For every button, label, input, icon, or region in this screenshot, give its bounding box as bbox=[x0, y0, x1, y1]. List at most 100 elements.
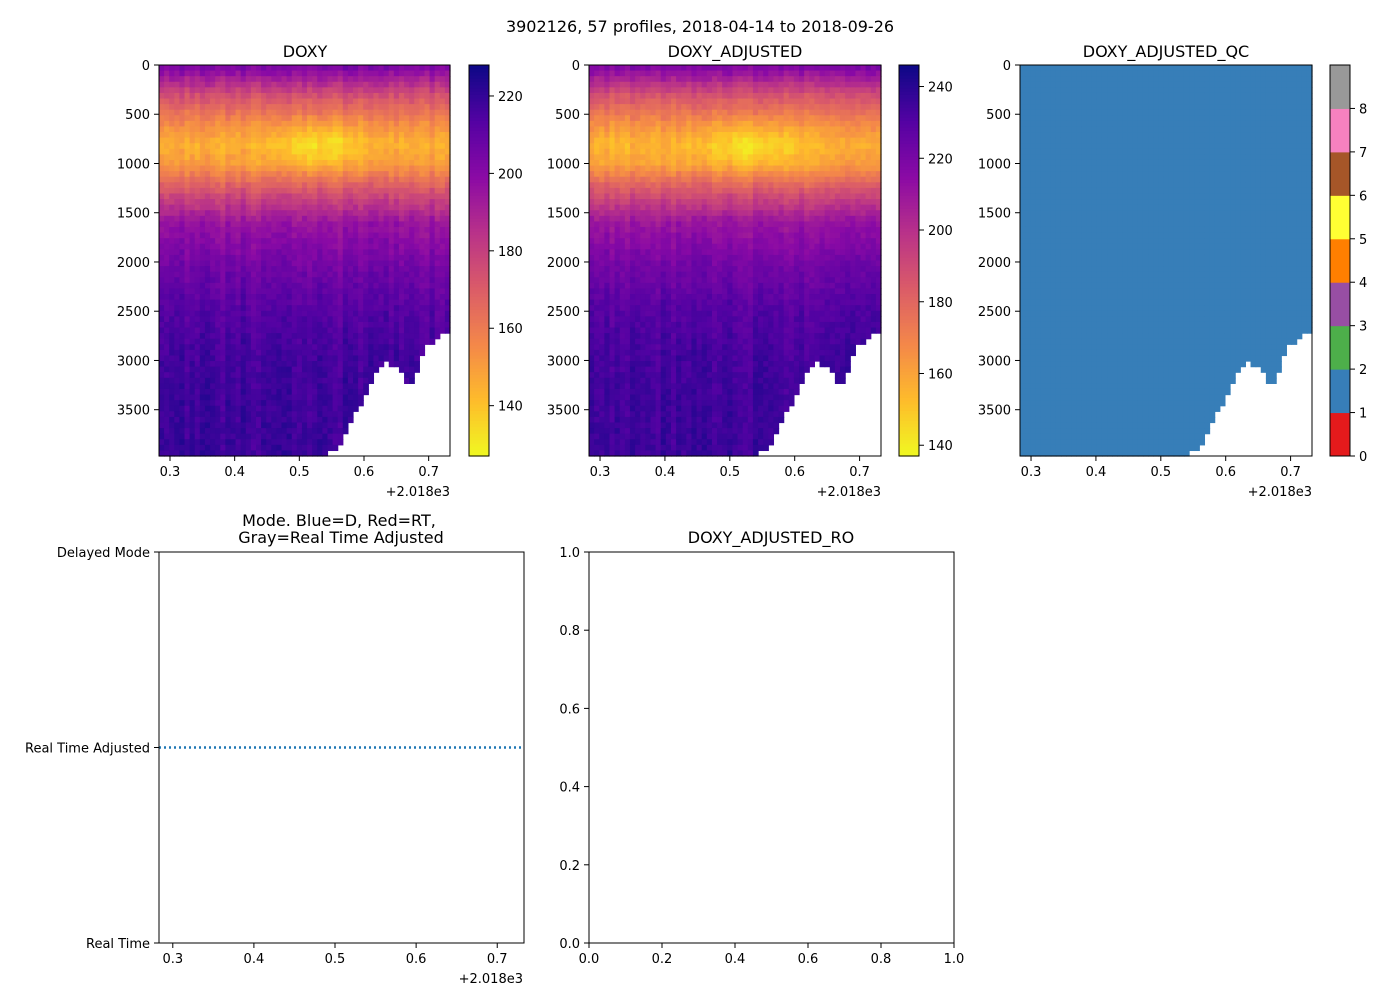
heatmap-cell bbox=[404, 154, 410, 160]
heatmap-cell bbox=[363, 328, 369, 334]
heatmap-cell bbox=[164, 255, 170, 261]
heatmap-cell bbox=[338, 389, 344, 395]
heatmap-cell bbox=[195, 300, 201, 306]
heatmap-cell bbox=[599, 249, 605, 255]
heatmap-cell bbox=[615, 132, 621, 138]
heatmap-cell bbox=[205, 272, 211, 278]
heatmap-cell bbox=[297, 355, 303, 361]
heatmap-cell bbox=[164, 149, 170, 155]
heatmap-cell bbox=[312, 227, 318, 233]
heatmap-cell bbox=[271, 87, 277, 93]
heatmap-cell bbox=[333, 149, 339, 155]
heatmap-cell bbox=[358, 121, 364, 127]
heatmap-cell bbox=[368, 328, 374, 334]
heatmap-cell bbox=[630, 367, 636, 373]
heatmap-cell bbox=[297, 104, 303, 110]
heatmap-cell bbox=[650, 288, 656, 294]
heatmap-cell bbox=[414, 305, 420, 311]
heatmap-cell bbox=[307, 406, 313, 412]
heatmap-cell bbox=[625, 266, 631, 272]
heatmap-cell bbox=[246, 367, 252, 373]
heatmap-cell bbox=[282, 422, 288, 428]
heatmap-cell bbox=[251, 149, 257, 155]
heatmap-cell bbox=[220, 411, 226, 417]
heatmap-cell bbox=[666, 378, 672, 384]
heatmap-cell bbox=[261, 316, 267, 322]
heatmap-cell bbox=[169, 99, 175, 105]
heatmap-cell bbox=[164, 76, 170, 82]
heatmap-cell bbox=[435, 171, 441, 177]
heatmap-cell bbox=[164, 344, 170, 350]
heatmap-cell bbox=[419, 249, 425, 255]
heatmap-cell bbox=[174, 221, 180, 227]
heatmap-cell bbox=[241, 272, 247, 278]
heatmap-cell bbox=[353, 216, 359, 222]
heatmap-cell bbox=[307, 244, 313, 250]
heatmap-cell bbox=[287, 160, 293, 166]
heatmap-cell bbox=[322, 171, 328, 177]
heatmap-cell bbox=[348, 82, 354, 88]
heatmap-cell bbox=[276, 434, 282, 440]
heatmap-cell bbox=[236, 249, 242, 255]
heatmap-cell bbox=[645, 389, 651, 395]
heatmap-cell bbox=[599, 389, 605, 395]
heatmap-cell bbox=[599, 406, 605, 412]
heatmap-cell bbox=[358, 383, 364, 389]
heatmap-cell bbox=[287, 188, 293, 194]
heatmap-cell bbox=[640, 361, 646, 367]
heatmap-cell bbox=[594, 138, 600, 144]
heatmap-cell bbox=[205, 372, 211, 378]
heatmap-cell bbox=[399, 182, 405, 188]
heatmap-cell bbox=[266, 344, 272, 350]
heatmap-cell bbox=[389, 82, 395, 88]
heatmap-cell bbox=[164, 171, 170, 177]
heatmap-cell bbox=[599, 411, 605, 417]
heatmap-cell bbox=[368, 367, 374, 373]
heatmap-cell bbox=[338, 149, 344, 155]
heatmap-cell bbox=[215, 238, 221, 244]
heatmap-cell bbox=[215, 143, 221, 149]
heatmap-cell bbox=[589, 400, 595, 406]
heatmap-cell bbox=[666, 266, 672, 272]
heatmap-cell bbox=[404, 126, 410, 132]
heatmap-cell bbox=[650, 355, 656, 361]
heatmap-cell bbox=[615, 400, 621, 406]
heatmap-cell bbox=[666, 205, 672, 211]
heatmap-cell bbox=[630, 288, 636, 294]
heatmap-cell bbox=[384, 339, 390, 345]
heatmap-cell bbox=[241, 65, 247, 71]
heatmap-cell bbox=[379, 344, 385, 350]
heatmap-cell bbox=[164, 132, 170, 138]
heatmap-cell bbox=[338, 383, 344, 389]
heatmap-cell bbox=[368, 71, 374, 77]
heatmap-cell bbox=[368, 244, 374, 250]
heatmap-cell bbox=[419, 188, 425, 194]
heatmap-cell bbox=[384, 99, 390, 105]
heatmap-cell bbox=[185, 182, 191, 188]
heatmap-cell bbox=[307, 104, 313, 110]
heatmap-cell bbox=[164, 417, 170, 423]
heatmap-cell bbox=[424, 210, 430, 216]
heatmap-cell bbox=[210, 149, 216, 155]
heatmap-cell bbox=[379, 177, 385, 183]
heatmap-cell bbox=[599, 372, 605, 378]
heatmap-cell bbox=[261, 406, 267, 412]
heatmap-cell bbox=[215, 132, 221, 138]
heatmap-cell bbox=[230, 266, 236, 272]
heatmap-cell bbox=[435, 166, 441, 172]
heatmap-cell bbox=[169, 395, 175, 401]
heatmap-cell bbox=[615, 283, 621, 289]
heatmap-cell bbox=[645, 115, 651, 121]
heatmap-cell bbox=[399, 132, 405, 138]
heatmap-cell bbox=[399, 210, 405, 216]
heatmap-cell bbox=[589, 255, 595, 261]
heatmap-cell bbox=[271, 439, 277, 445]
heatmap-cell bbox=[343, 255, 349, 261]
heatmap-cell bbox=[419, 99, 425, 105]
heatmap-cell bbox=[322, 411, 328, 417]
heatmap-cell bbox=[230, 171, 236, 177]
heatmap-cell bbox=[205, 361, 211, 367]
heatmap-cell bbox=[353, 149, 359, 155]
heatmap-cell bbox=[625, 93, 631, 99]
heatmap-cell bbox=[236, 422, 242, 428]
